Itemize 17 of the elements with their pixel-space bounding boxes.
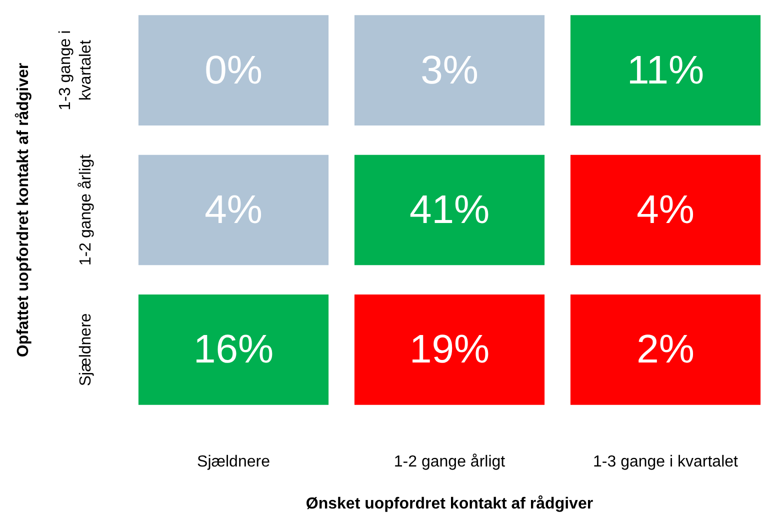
- x-tick-label: 1-2 gange årligt: [394, 454, 506, 470]
- y-tick-label: 1-3 gange i kvartalet: [57, 30, 94, 110]
- data-label: 3%: [420, 48, 478, 92]
- y-tick-label: 1-2 gange årligt: [78, 154, 94, 266]
- x-tick-label: Sjældnere: [197, 454, 270, 470]
- data-label: 19%: [409, 328, 490, 372]
- data-label: 0%: [204, 48, 262, 92]
- x-tick-label: 1-3 gange i kvartalet: [593, 454, 739, 470]
- data-label: 11%: [626, 48, 704, 92]
- y-axis-title: Opfattet uopfordret kontakt af rådgiver: [14, 62, 32, 358]
- data-label: 4%: [636, 188, 694, 232]
- data-label: 16%: [193, 328, 274, 372]
- y-tick-label: Sjældnere: [78, 313, 94, 386]
- data-label: 41%: [409, 188, 490, 232]
- x-axis-title: Ønsket uopfordret kontakt af rådgiver: [306, 494, 594, 512]
- data-label: 4%: [204, 188, 262, 232]
- data-label: 2%: [636, 328, 694, 372]
